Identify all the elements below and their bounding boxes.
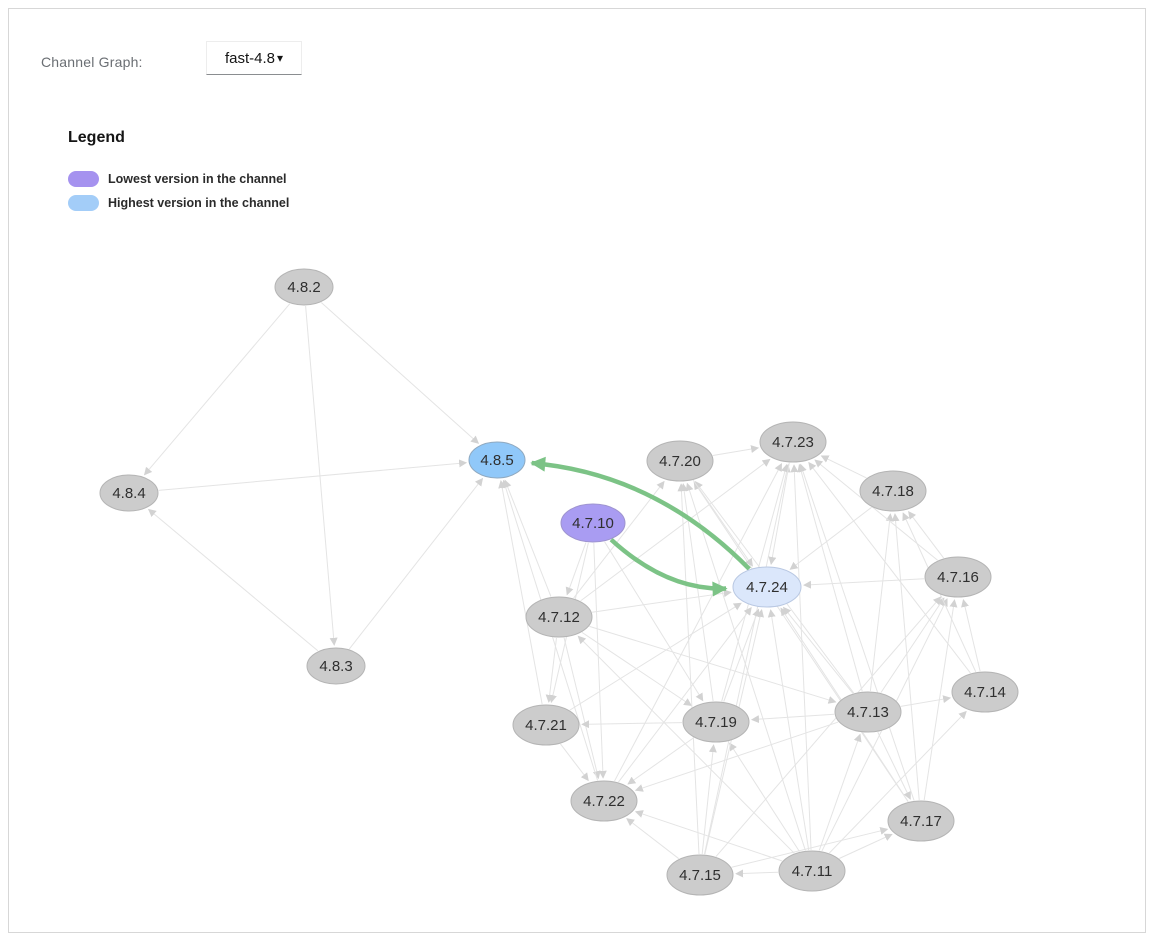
- legend-item-highest: Highest version in the channel: [68, 195, 289, 211]
- graph-node-4.7.19[interactable]: [682, 701, 750, 743]
- graph-node-4.7.10[interactable]: [560, 503, 626, 543]
- graph-node-4.8.5[interactable]: [468, 441, 526, 479]
- channel-select-dropdown[interactable]: fast-4.8 ▾: [206, 41, 302, 75]
- caret-down-icon: ▾: [277, 51, 284, 65]
- channel-select-value: fast-4.8: [224, 49, 275, 67]
- graph-node-4.7.22[interactable]: [570, 780, 638, 822]
- graph-node-4.7.20[interactable]: [646, 440, 714, 482]
- graph-node-4.7.11[interactable]: [778, 850, 846, 892]
- legend-label-highest: Highest version in the channel: [108, 196, 290, 210]
- legend-label-lowest: Lowest version in the channel: [108, 172, 287, 186]
- graph-node-4.7.18[interactable]: [859, 470, 927, 512]
- graph-node-4.8.3[interactable]: [306, 647, 366, 685]
- graph-node-4.7.13[interactable]: [834, 691, 902, 733]
- graph-node-4.7.17[interactable]: [887, 800, 955, 842]
- graph-node-4.7.15[interactable]: [666, 854, 734, 896]
- graph-node-4.7.24[interactable]: [732, 566, 802, 608]
- graph-node-4.7.12[interactable]: [525, 596, 593, 638]
- graph-node-4.8.4[interactable]: [99, 474, 159, 512]
- legend-swatch-highest-icon: [68, 195, 99, 211]
- graph-node-4.7.14[interactable]: [951, 671, 1019, 713]
- channel-graph-label: Channel Graph:: [41, 54, 143, 70]
- graph-node-4.7.16[interactable]: [924, 556, 992, 598]
- legend-title: Legend: [68, 129, 125, 146]
- legend-item-lowest: Lowest version in the channel: [68, 171, 289, 187]
- graph-node-4.7.21[interactable]: [512, 704, 580, 746]
- legend-swatch-lowest-icon: [68, 171, 99, 187]
- legend: Legend Lowest version in the channel Hig…: [68, 129, 289, 219]
- graph-node-4.7.23[interactable]: [759, 421, 827, 463]
- graph-node-4.8.2[interactable]: [274, 268, 334, 306]
